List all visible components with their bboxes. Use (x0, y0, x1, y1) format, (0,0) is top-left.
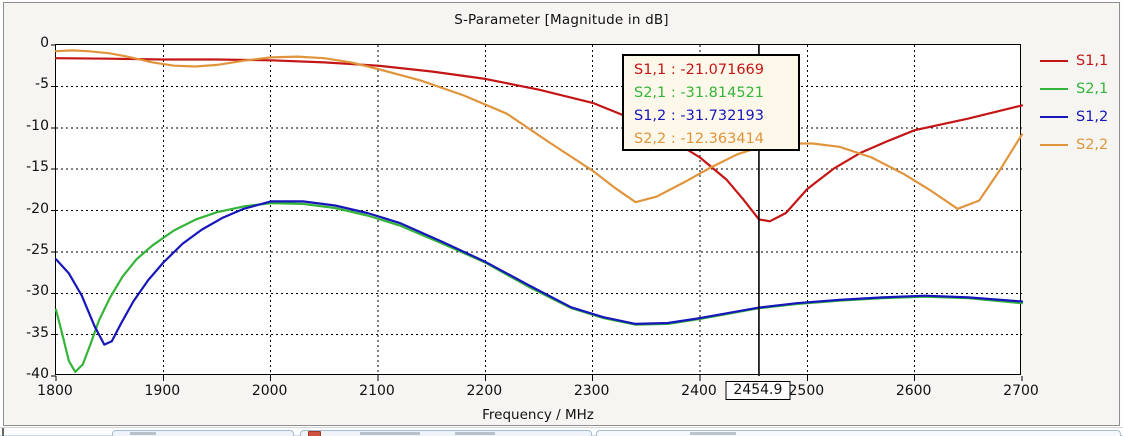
marker-frequency-label[interactable]: 2454.9 (725, 381, 791, 400)
legend-swatch (1040, 144, 1068, 146)
background-window-strip (0, 427, 1123, 436)
tab-text-sliver (690, 432, 736, 435)
legend-swatch (1040, 88, 1068, 90)
legend-swatch (1040, 60, 1068, 62)
y-tick-label: -5 (35, 76, 49, 93)
marker-readout-box[interactable]: S1,1 : -21.071669 S2,1 : -31.814521 S1,2 :… (622, 54, 800, 151)
y-tick-label: -15 (26, 159, 49, 176)
plot-canvas[interactable] (51, 44, 1024, 381)
s-parameter-chart-panel: S-Parameter [Magnitude in dB] 0 -5 -10 -15 -… (3, 2, 1120, 426)
x-tick-label: 2600 (895, 383, 932, 399)
marker-readout-S1-1: S1,1 : -21.071669 (634, 62, 765, 78)
app-icon[interactable] (308, 431, 321, 436)
y-tick-label: 0 (40, 35, 49, 51)
marker-readout-S2-1: S2,1 : -31.814521 (634, 85, 765, 101)
y-tick-label: -25 (26, 241, 49, 258)
curve-S2-1[interactable] (54, 202, 1024, 373)
x-tick-label: 2700 (1003, 383, 1039, 399)
tab-text-sliver (130, 432, 156, 435)
x-tick-label: 2000 (251, 383, 288, 399)
plot-area[interactable] (51, 44, 1024, 381)
legend-swatch (1040, 116, 1068, 118)
curve-S1-2[interactable] (54, 200, 1024, 346)
background-tab[interactable] (112, 430, 294, 436)
x-tick-label: 2500 (788, 383, 825, 399)
x-tick-label: 1900 (144, 383, 181, 399)
curve-S2-2[interactable] (54, 49, 1024, 210)
x-axis-title: Frequency / MHz (482, 407, 594, 423)
legend-label: S2,1 (1076, 81, 1109, 97)
tab-text-sliver (360, 432, 420, 435)
legend-item-S2-1[interactable]: S2,1 (1040, 75, 1108, 103)
legend-item-S1-1[interactable]: S1,1 (1040, 47, 1108, 75)
marker-readout-S1-2: S1,2 : -31.732193 (634, 108, 765, 124)
x-tick-label: 1800 (37, 383, 73, 399)
curve-S1-1[interactable] (54, 57, 1024, 223)
legend-label: S2,2 (1076, 137, 1109, 153)
y-tick-label: -40 (26, 366, 49, 382)
legend-item-S1-2[interactable]: S1,2 (1040, 103, 1108, 131)
x-tick-label: 2300 (573, 383, 610, 399)
y-tick-label: -20 (26, 200, 49, 217)
chart-title: S-Parameter [Magnitude in dB] (454, 12, 669, 28)
legend-label: S1,2 (1076, 109, 1109, 125)
window-border-sliver (2, 428, 4, 436)
y-tick-label: -30 (26, 283, 49, 300)
background-tab[interactable] (300, 430, 592, 436)
x-tick-label: 2200 (466, 383, 503, 399)
x-tick-label: 2100 (359, 383, 395, 399)
background-tab[interactable] (596, 430, 1121, 436)
chart-legend: S1,1 S2,1 S1,2 S2,2 (1040, 47, 1108, 159)
x-tick-label: 2400 (681, 383, 717, 399)
tab-text-sliver (455, 432, 495, 435)
legend-item-S2-2[interactable]: S2,2 (1040, 131, 1108, 159)
y-tick-label: -10 (26, 117, 49, 134)
marker-readout-S2-2: S2,2 : -12.363414 (634, 131, 765, 147)
y-tick-label: -35 (26, 324, 49, 341)
legend-label: S1,1 (1076, 53, 1109, 69)
